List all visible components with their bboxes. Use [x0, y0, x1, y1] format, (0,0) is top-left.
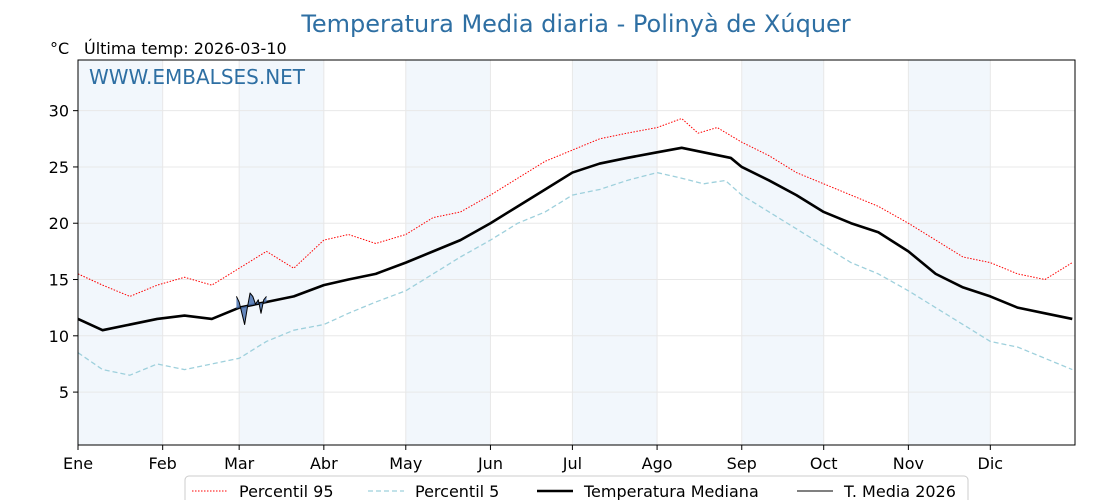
chart-title: Temperatura Media diaria - Polinyà de Xú…: [300, 10, 850, 38]
x-tick-label-ago: Ago: [642, 454, 673, 473]
series-line-temperatura-mediana: [77, 146, 1073, 332]
x-tick-label-abr: Abr: [310, 454, 338, 473]
last-temp-label: Última temp: 2026-03-10: [84, 39, 287, 58]
x-tick-label-nov: Nov: [893, 454, 924, 473]
y-tick-label: 15: [49, 271, 69, 290]
y-axis-ticks: 5 10 15 20 25 30: [49, 102, 78, 402]
series-layer: [77, 118, 1073, 376]
x-tick-label-dic: Dic: [978, 454, 1004, 473]
x-tick-label-ene: Ene: [63, 454, 93, 473]
x-axis-ticks: Ene Feb Mar Abr May Jun Jul Ago Sep Oct Nov Dic: [63, 445, 1003, 473]
legend-label: Percentil 95: [239, 482, 334, 500]
series-line-percentil-5: [77, 171, 1073, 376]
month-bands: [78, 60, 991, 445]
month-band-may: [405, 60, 491, 445]
y-tick-label: 20: [49, 214, 69, 233]
y-tick-label: 10: [49, 327, 69, 346]
month-band-sep: [741, 60, 824, 445]
y-tick-label: 25: [49, 158, 69, 177]
x-tick-label-feb: Feb: [149, 454, 177, 473]
watermark: WWW.EMBALSES.NET: [89, 65, 306, 89]
month-band-ene: [78, 60, 163, 445]
y-tick-label: 30: [49, 102, 69, 121]
x-tick-label-may: May: [389, 454, 422, 473]
x-tick-label-jul: Jul: [562, 454, 582, 473]
series-line-t-media-2026: [235, 292, 267, 326]
series-line-percentil-95: [77, 118, 1073, 297]
anomaly-fill: [236, 293, 267, 325]
month-band-nov: [908, 60, 991, 445]
x-tick-label-mar: Mar: [224, 454, 255, 473]
legend-box: [184, 475, 969, 500]
month-band-jul: [572, 60, 658, 445]
x-tick-label-jun: Jun: [477, 454, 503, 473]
legend-label: Percentil 5: [415, 482, 499, 500]
plot-frame: [77, 59, 1076, 446]
legend-label: T. Media 2026: [843, 482, 956, 500]
y-tick-label: 5: [59, 383, 69, 402]
x-tick-label-sep: Sep: [727, 454, 757, 473]
unit-label: °C: [50, 39, 69, 58]
grid: [77, 60, 1075, 445]
legend-label: Temperatura Mediana: [583, 482, 759, 500]
legend: Percentil 95 Percentil 5 Temperatura Media…: [184, 475, 969, 500]
month-band-mar: [239, 60, 324, 445]
x-tick-label-oct: Oct: [810, 454, 838, 473]
